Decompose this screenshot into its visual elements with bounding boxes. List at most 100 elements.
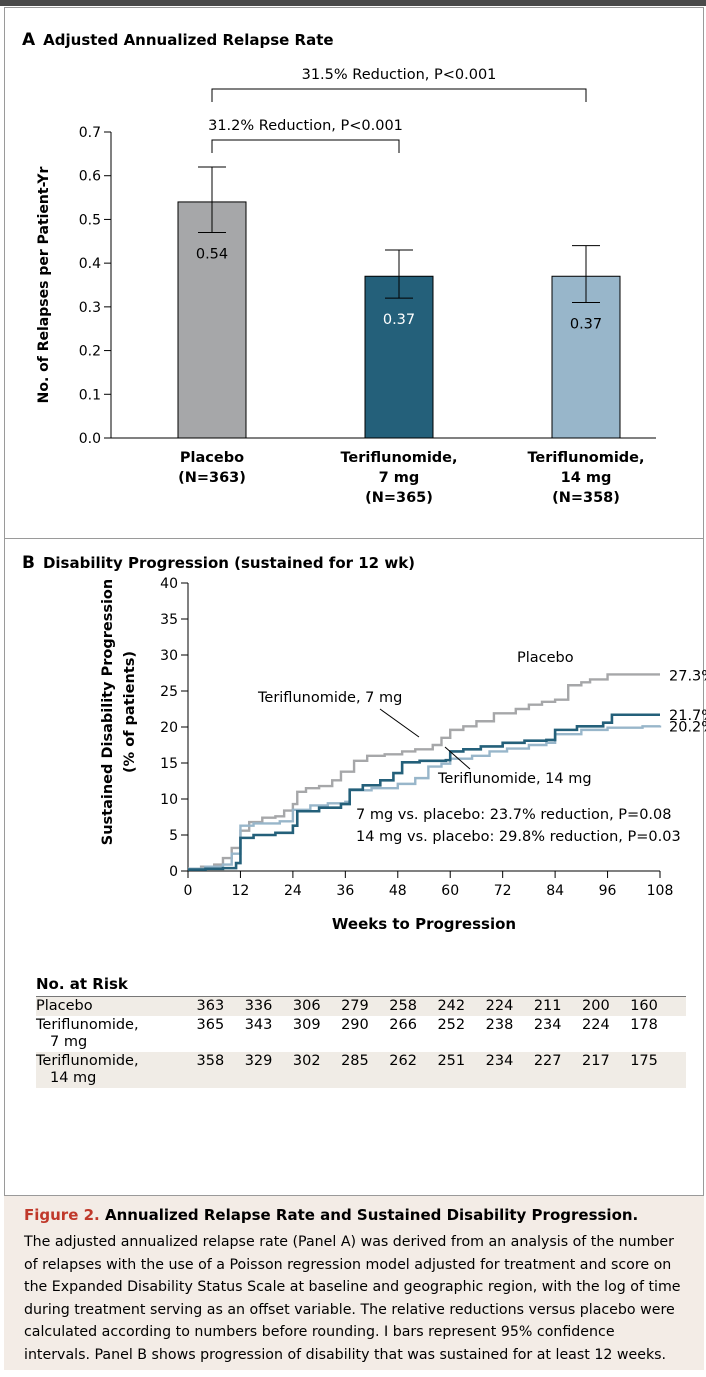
risk-value: 329 [244, 1053, 273, 1069]
x-tick-label: 72 [494, 883, 512, 899]
y-tick-label: 0.4 [79, 256, 101, 272]
bar [364, 275, 434, 439]
risk-row-values: 358 329 302 285 262 251 234 227 217 175 [176, 1052, 686, 1071]
risk-value: 262 [389, 1053, 417, 1069]
risk-value: 224 [582, 1017, 610, 1033]
series-end-label: 27.3% [669, 668, 706, 684]
risk-table-row: Teriflunomide, 7 mg 365 343 309 290 266 252 238 2… [36, 1016, 686, 1052]
bar-value-label: 0.54 [196, 247, 228, 263]
x-tick-label: 60 [441, 883, 459, 899]
bar-value-label: 0.37 [383, 312, 415, 328]
risk-value: 279 [341, 998, 369, 1014]
risk-value: 200 [582, 998, 610, 1014]
series-end-label: 21.7% [669, 708, 706, 724]
risk-table-title: No. at Risk [36, 972, 686, 997]
panel-b-letter: B [22, 553, 35, 573]
risk-value: 365 [196, 1017, 225, 1033]
risk-value: 266 [389, 1017, 417, 1033]
y-axis-label: (% of patients) [122, 651, 138, 773]
series-end-label: 20.2% [669, 720, 706, 736]
y-tick-label: 0.0 [79, 431, 101, 447]
x-category-label: 7 mg [379, 470, 420, 486]
series-line [188, 713, 660, 871]
y-tick-label: 25 [160, 684, 178, 700]
y-tick-label: 0.2 [79, 344, 101, 360]
y-tick-label: 10 [160, 792, 178, 808]
panel-a-title: Adjusted Annualized Relapse Rate [43, 31, 334, 49]
risk-value: 211 [533, 998, 562, 1014]
risk-row-values: 365 343 309 290 266 252 238 234 224 178 [176, 1016, 686, 1035]
caption-title: Annualized Relapse Rate and Sustained Di… [104, 1206, 639, 1224]
x-tick-label: 36 [336, 883, 354, 899]
risk-row-label: Teriflunomide, 14 mg [36, 1052, 176, 1088]
x-tick-label: 0 [184, 883, 193, 899]
x-tick-label: 108 [647, 883, 674, 899]
risk-value: 224 [485, 998, 514, 1014]
risk-table: No. at Risk Placebo 363 336 306 279 258 242 224… [36, 972, 686, 1088]
risk-row-label-line: 7 mg [50, 1034, 88, 1050]
risk-value: 343 [244, 1017, 273, 1033]
y-tick-label: 40 [160, 576, 178, 592]
risk-value: 238 [485, 1017, 514, 1033]
risk-value: 234 [485, 1053, 514, 1069]
y-axis-label: No. of Relapses per Patient-Yr [36, 167, 52, 404]
x-axis-label: Weeks to Progression [332, 915, 516, 933]
disability-progression-line-chart: 0 5 10 15 20 25 30 35 40 0 12 24 36 48 60 72 84 96 108 Week… [100, 576, 706, 933]
y-tick-label: 20 [160, 720, 178, 736]
risk-value: 160 [630, 998, 658, 1014]
series-leader-line [379, 708, 420, 738]
risk-row-label: Placebo [36, 997, 176, 1016]
y-tick-label: 35 [160, 612, 178, 628]
risk-value: 175 [630, 1053, 658, 1069]
x-tick-label: 12 [232, 883, 250, 899]
panel-b-title: Disability Progression (sustained for 12… [42, 554, 416, 572]
comparison-bracket [211, 139, 400, 153]
panel-a-letter: A [22, 30, 36, 50]
series-label: Teriflunomide, 7 mg [257, 690, 402, 706]
risk-value: 358 [196, 1053, 225, 1069]
risk-table-rows: Placebo 363 336 306 279 258 242 224 211 200 160 Ter… [36, 997, 686, 1088]
x-tick-label: 84 [546, 883, 564, 899]
top-rule [0, 0, 706, 6]
risk-table-row: Teriflunomide, 14 mg 358 329 302 285 262 251 234… [36, 1052, 686, 1088]
figure-caption: Figure 2. Annualized Relapse Rate and Su… [4, 1195, 704, 1370]
y-tick-label: 0.1 [79, 387, 101, 403]
x-category-label: (N=365) [365, 490, 433, 506]
risk-row-label-line: Placebo [36, 998, 93, 1014]
panel-b-header: B Disability Progression (sustained for 1… [22, 553, 415, 573]
x-tick-label: 48 [389, 883, 407, 899]
comparison-label: 31.5% Reduction, P<0.001 [302, 67, 497, 83]
x-category-label: Placebo [180, 450, 244, 466]
series-label: Placebo [517, 650, 574, 666]
figure-label: Figure 2. [24, 1206, 100, 1224]
risk-value: 178 [630, 1017, 658, 1033]
risk-value: 242 [437, 998, 466, 1014]
risk-value: 252 [437, 1017, 466, 1033]
risk-table-row: Placebo 363 336 306 279 258 242 224 211 200 160 [36, 997, 686, 1016]
risk-value: 258 [389, 998, 417, 1014]
x-category-label: 14 mg [561, 470, 612, 486]
risk-value: 363 [196, 998, 225, 1014]
x-tick-label: 24 [284, 883, 302, 899]
x-category-label: (N=363) [178, 470, 246, 486]
risk-row-values: 363 336 306 279 258 242 224 211 200 160 [176, 997, 686, 1016]
y-tick-label: 0.7 [79, 125, 101, 141]
risk-value: 251 [437, 1053, 466, 1069]
y-tick-label: 0.6 [79, 169, 101, 185]
comparison-label: 31.2% Reduction, P<0.001 [208, 118, 403, 134]
caption-title-line: Figure 2. Annualized Relapse Rate and Su… [24, 1206, 684, 1224]
relapse-rate-bar-chart: 0.0 0.1 0.2 0.3 0.4 0.5 0.6 0.7 No. of Relapses … [36, 67, 656, 506]
comparison-bracket [211, 88, 587, 102]
y-tick-label: 5 [169, 828, 178, 844]
risk-value: 336 [244, 998, 273, 1014]
risk-row-label-line: Teriflunomide, [36, 1053, 139, 1069]
x-category-label: (N=358) [552, 490, 620, 506]
risk-value: 306 [292, 998, 321, 1014]
y-tick-label: 30 [160, 648, 178, 664]
risk-value: 290 [341, 1017, 369, 1033]
risk-row-label-line: 14 mg [50, 1070, 97, 1086]
x-category-label: Teriflunomide, [340, 450, 457, 466]
y-tick-label: 0 [169, 864, 178, 880]
risk-value: 285 [341, 1053, 369, 1069]
y-tick-label: 0.3 [79, 300, 101, 316]
